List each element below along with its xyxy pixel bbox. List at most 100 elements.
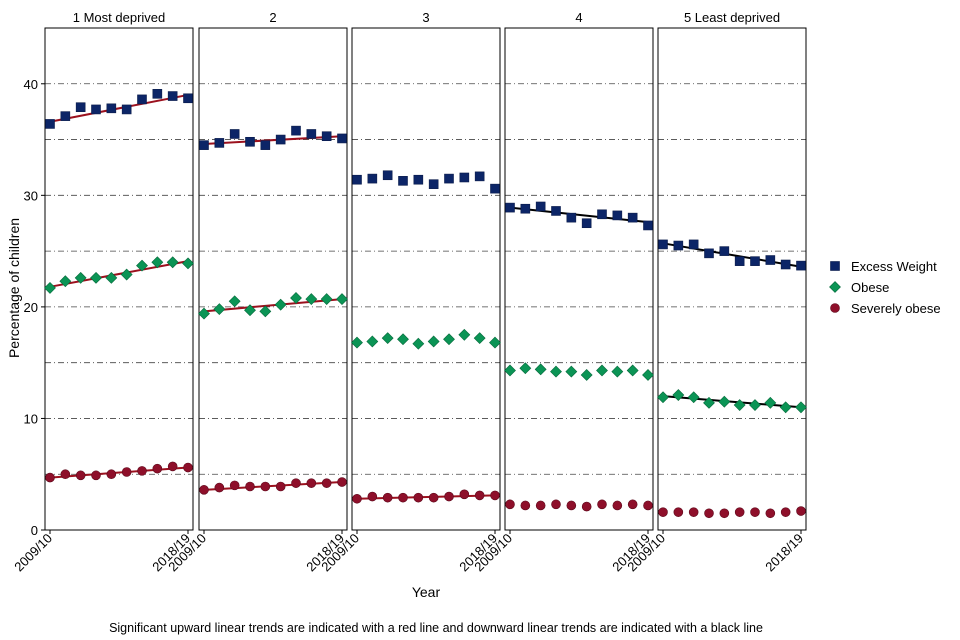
panel-border	[504, 27, 654, 531]
data-point	[167, 91, 178, 101]
footnote: Significant upward linear trends are ind…	[109, 621, 763, 635]
data-point	[719, 508, 730, 519]
data-point	[198, 307, 210, 320]
data-point	[214, 482, 225, 493]
data-point	[183, 93, 193, 104]
data-point	[490, 183, 500, 194]
data-point	[719, 246, 730, 256]
data-point	[336, 293, 348, 306]
data-point	[551, 499, 561, 510]
data-point	[121, 467, 132, 477]
legend-item: Excess Weight	[830, 259, 937, 274]
data-point	[398, 176, 408, 186]
data-point	[750, 507, 760, 517]
data-point	[473, 332, 486, 345]
series-excess-weight	[199, 125, 347, 150]
panel-title: 3	[422, 10, 429, 25]
data-point	[535, 201, 546, 212]
data-point	[658, 239, 668, 250]
trend-line	[49, 260, 189, 288]
y-tick-label: 40	[24, 77, 38, 92]
data-point	[213, 303, 226, 316]
panel-title: 4	[575, 10, 582, 25]
data-point	[75, 470, 86, 481]
data-point	[105, 271, 118, 284]
data-point	[779, 401, 792, 414]
data-point	[581, 218, 592, 229]
data-point	[688, 239, 699, 250]
data-point	[44, 282, 56, 294]
data-point	[673, 507, 684, 517]
data-point	[688, 507, 699, 517]
legend-item: Obese	[829, 280, 889, 295]
data-point	[780, 507, 791, 517]
data-point	[734, 507, 745, 517]
data-point	[551, 206, 561, 216]
data-point	[581, 501, 592, 512]
data-point	[259, 305, 272, 318]
data-point	[704, 248, 714, 259]
data-point	[427, 335, 440, 348]
trend-line	[662, 242, 802, 268]
trend-line	[203, 481, 343, 491]
data-point	[229, 129, 240, 139]
data-point	[597, 499, 607, 510]
data-point	[45, 119, 55, 129]
data-point	[734, 256, 745, 266]
data-point	[199, 140, 209, 150]
data-point	[152, 463, 163, 474]
data-point	[245, 481, 255, 492]
data-point	[535, 500, 546, 511]
data-point	[214, 138, 225, 148]
data-point	[321, 131, 332, 142]
y-tick-label: 10	[24, 411, 38, 426]
data-point	[642, 369, 654, 381]
data-point	[337, 477, 347, 487]
data-point	[643, 500, 653, 511]
data-point	[764, 396, 777, 409]
data-point	[183, 462, 193, 473]
data-point	[718, 395, 731, 408]
data-point	[565, 365, 578, 378]
data-point	[260, 140, 271, 150]
data-point	[765, 255, 776, 265]
data-point	[290, 292, 302, 304]
data-point	[137, 94, 147, 105]
data-point	[413, 492, 424, 503]
trend-line	[49, 466, 189, 479]
data-point	[733, 399, 746, 411]
data-point	[59, 275, 72, 288]
data-point	[596, 364, 608, 377]
data-point	[45, 472, 55, 483]
data-point	[397, 333, 409, 346]
data-point	[627, 212, 638, 223]
data-point	[91, 470, 101, 481]
trend-line	[356, 494, 496, 500]
data-point	[490, 490, 500, 501]
data-point	[444, 491, 454, 502]
data-point	[167, 461, 178, 472]
data-point	[352, 174, 362, 185]
data-point	[780, 259, 791, 270]
data-point	[320, 293, 333, 306]
x-axis-label: Year	[412, 584, 441, 600]
data-point	[704, 508, 714, 519]
data-point	[612, 210, 623, 221]
y-axis-label: Percentage of children	[6, 218, 22, 358]
series-obese	[351, 328, 501, 350]
legend-label: Severely obese	[851, 301, 941, 316]
data-point	[382, 170, 393, 181]
data-point	[120, 268, 133, 281]
data-point	[291, 125, 301, 136]
legend-label: Excess Weight	[851, 259, 937, 274]
data-point	[444, 173, 454, 184]
data-point	[459, 489, 470, 500]
data-point	[428, 179, 439, 189]
data-point	[260, 481, 271, 492]
data-point	[60, 111, 71, 121]
panel-border	[657, 27, 807, 531]
data-point	[520, 203, 531, 214]
series-excess-weight	[658, 239, 806, 271]
data-point	[137, 466, 147, 476]
